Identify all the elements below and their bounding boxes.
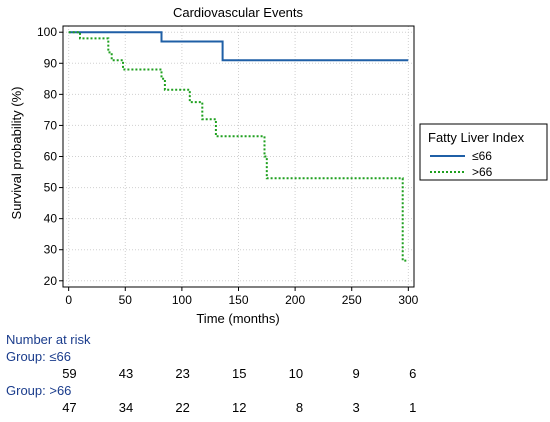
risk-count: 6 bbox=[409, 366, 417, 381]
grid bbox=[63, 26, 414, 287]
y-tick-label: 100 bbox=[37, 25, 57, 39]
x-tick-label: 200 bbox=[285, 293, 305, 307]
y-tick-label: 40 bbox=[44, 212, 58, 226]
y-tick-label: 50 bbox=[44, 181, 58, 195]
series-lines bbox=[68, 31, 409, 262]
x-axis-label: Time (months) bbox=[196, 311, 279, 326]
y-tick-label: 90 bbox=[44, 56, 58, 70]
y-tick-label: 60 bbox=[44, 150, 58, 164]
risk-count: 43 bbox=[118, 366, 134, 381]
legend-label-1: ≤66 bbox=[472, 149, 492, 163]
risk-count: 23 bbox=[175, 366, 190, 381]
risk-count: 3 bbox=[352, 400, 360, 415]
risk-group-label-2: Group: >66 bbox=[6, 383, 72, 398]
risk-count: 47 bbox=[62, 400, 77, 415]
legend-title: Fatty Liver Index bbox=[428, 130, 525, 145]
axes: 20 30 40 50 60 70 80 90 100 0 50 100 150 200 250 300 bbox=[37, 25, 419, 307]
y-axis-label: Survival probability (%) bbox=[9, 87, 24, 220]
risk-count: 34 bbox=[118, 400, 134, 415]
series-line-2 bbox=[68, 31, 409, 262]
legend-box bbox=[419, 123, 548, 181]
risk-count: 10 bbox=[288, 366, 304, 381]
legend-label-2: >66 bbox=[472, 165, 493, 179]
risk-table-title: Number at risk bbox=[6, 332, 91, 347]
risk-count: 12 bbox=[232, 400, 247, 415]
risk-count: 59 bbox=[62, 366, 77, 381]
risk-group-label-1: Group: ≤66 bbox=[6, 349, 71, 364]
y-tick-label: 80 bbox=[44, 87, 58, 101]
x-tick-label: 250 bbox=[342, 293, 362, 307]
risk-count: 15 bbox=[232, 366, 247, 381]
y-tick-label: 70 bbox=[44, 118, 58, 132]
chart-title: Cardiovascular Events bbox=[173, 5, 304, 20]
x-tick-label: 50 bbox=[119, 293, 133, 307]
risk-count: 22 bbox=[175, 400, 190, 415]
x-tick-label: 100 bbox=[172, 293, 192, 307]
legend: Fatty Liver Index ≤66 >66 bbox=[419, 123, 548, 181]
series-line-1 bbox=[68, 31, 409, 62]
risk-count: 8 bbox=[295, 400, 304, 415]
risk-count: 1 bbox=[409, 400, 417, 415]
y-tick-label: 30 bbox=[44, 243, 58, 257]
x-tick-label: 300 bbox=[398, 293, 418, 307]
y-tick-label: 20 bbox=[44, 274, 58, 288]
x-tick-label: 150 bbox=[228, 293, 248, 307]
risk-count: 9 bbox=[352, 366, 360, 381]
x-tick-label: 0 bbox=[65, 293, 72, 307]
